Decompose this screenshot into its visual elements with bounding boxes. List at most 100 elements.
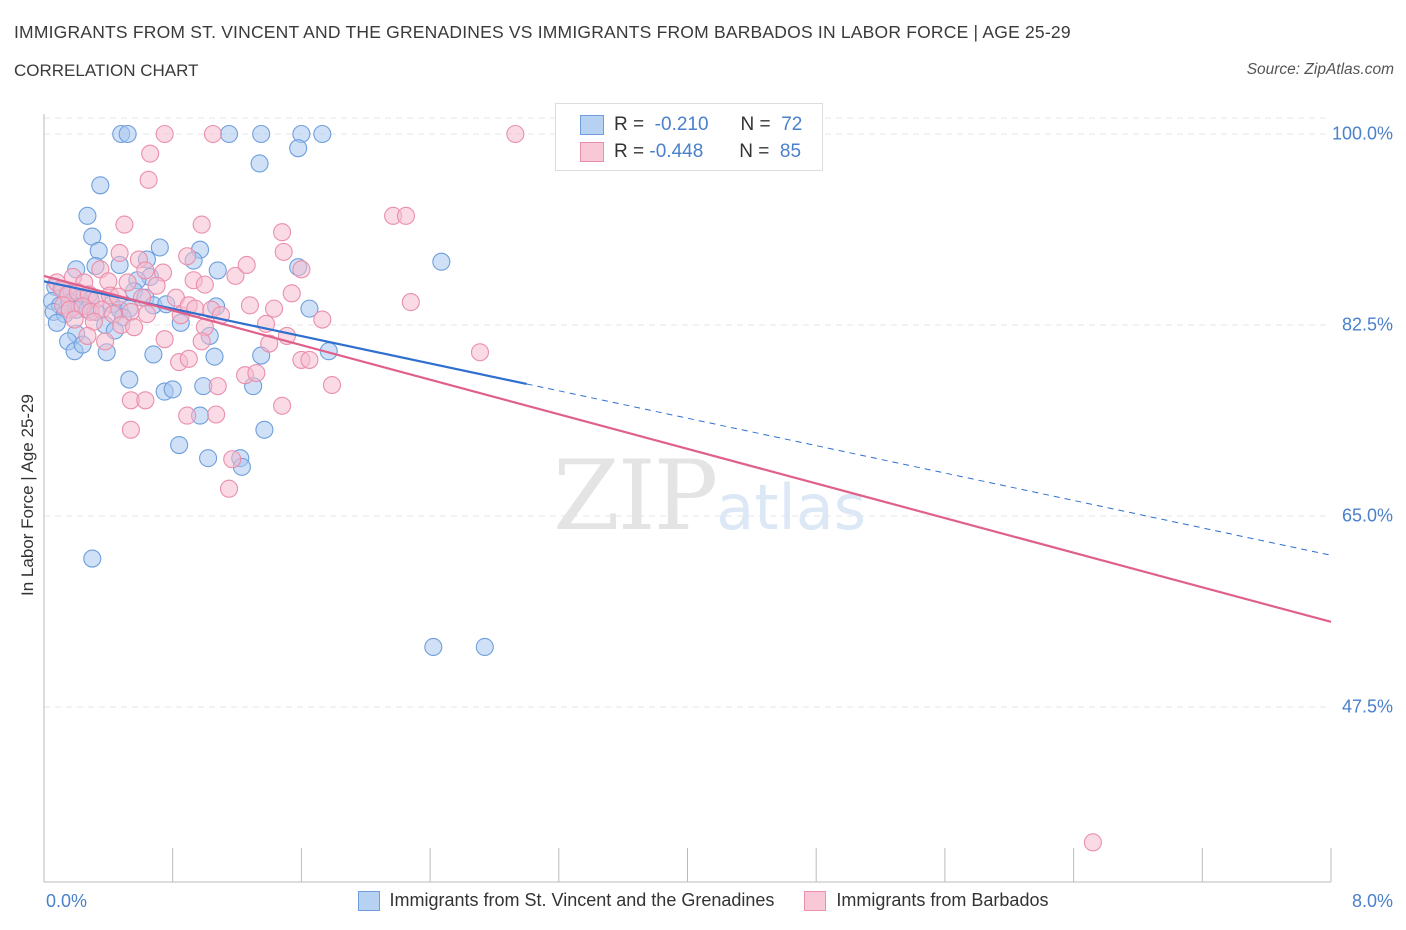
y-tick-label: 100.0% [1331, 123, 1393, 144]
scatter-point-blue [255, 420, 274, 439]
scatter-point-pink [65, 310, 84, 329]
scatter-point-pink [274, 242, 293, 261]
scatter-point-pink [322, 375, 342, 395]
scatter-point-blue [199, 449, 218, 468]
scatter-point-blue [432, 252, 451, 271]
x-tick-label-max: 8.0% [1351, 891, 1393, 911]
scatter-point-pink [401, 293, 420, 312]
scatter-point-pink [506, 124, 525, 144]
scatter-point-pink [78, 326, 97, 345]
y-tick-label: 47.5% [1341, 696, 1393, 717]
scatter-point-blue [250, 154, 269, 173]
stats-box: R = -0.210 N = 72 R = -0.448 N = 85 [555, 103, 823, 171]
scatter-point-pink [141, 144, 160, 163]
scatter-point-pink [155, 330, 174, 349]
stats-r-label: R = [614, 141, 645, 162]
scatter-point-pink [192, 332, 211, 351]
stats-n-label: N = [740, 114, 771, 135]
legend-label-blue: Immigrants from St. Vincent and the Gren… [389, 890, 775, 910]
scatter-point-pink [139, 170, 158, 189]
scatter-point-blue [424, 637, 443, 657]
legend-item-blue[interactable]: Immigrants from St. Vincent and the Gren… [357, 890, 775, 911]
scatter-point-pink [121, 420, 140, 439]
scatter-point-pink [313, 310, 332, 329]
scatter-point-blue [289, 139, 308, 158]
stats-n-value-pink: 85 [779, 141, 802, 162]
stats-n-label: N = [739, 141, 770, 162]
legend-swatch-blue [357, 890, 380, 911]
scatter-point-pink [226, 266, 245, 285]
scatter-point-pink [396, 206, 416, 225]
scatter-point-pink [118, 273, 137, 292]
stats-r-value-pink: -0.448 [649, 141, 704, 162]
scatter-point-pink [208, 377, 227, 396]
scatter-point-pink [207, 405, 226, 424]
scatter-point-blue [83, 549, 102, 568]
trend-line-extension-blue [526, 383, 1332, 556]
scatter-point-pink [178, 406, 197, 425]
y-axis-label: In Labor Force | Age 25-29 [18, 394, 37, 596]
scatter-point-pink [300, 350, 319, 369]
scatter-point-pink [136, 391, 155, 410]
scatter-point-pink [1083, 833, 1102, 852]
scatter-point-pink [178, 247, 197, 266]
scatter-point-pink [470, 343, 490, 362]
scatter-point-pink [155, 124, 174, 144]
scatter-point-pink [179, 349, 198, 368]
scatter-point-pink [137, 305, 157, 324]
scatter-point-pink [282, 284, 301, 303]
scatter-point-blue [170, 436, 189, 455]
scatter-point-pink [292, 260, 311, 279]
scatter-point-pink [265, 299, 284, 318]
chart-title: IMMIGRANTS FROM ST. VINCENT AND THE GREN… [14, 22, 1071, 42]
scatter-point-blue [89, 241, 108, 260]
scatter-point-pink [240, 296, 259, 315]
scatter-point-blue [205, 347, 224, 366]
scatter-point-pink [260, 334, 279, 353]
scatter-point-blue [150, 238, 169, 257]
watermark: ZIPatlas [553, 440, 866, 552]
scatter-point-blue [219, 124, 239, 144]
scatter-point-pink [125, 318, 144, 337]
scatter-point-pink [247, 363, 266, 383]
legend-item-pink[interactable]: Immigrants from Barbados [804, 890, 1048, 911]
source-label: Source: ZipAtlas.com [1246, 61, 1394, 78]
chart-subtitle: CORRELATION CHART [14, 61, 199, 80]
scatter-point-pink [273, 223, 292, 242]
scatter-point-pink [237, 255, 256, 275]
scatter-point-blue [47, 313, 66, 332]
stats-row-pink: R = -0.448 N = 85 [580, 139, 801, 165]
scatter-point-pink [115, 215, 134, 234]
scatter-point-pink [273, 396, 292, 415]
scatter-point-pink [147, 276, 166, 295]
scatter-point-pink [192, 215, 211, 234]
y-tick-label: 82.5% [1341, 314, 1393, 335]
scatter-point-pink [223, 450, 242, 469]
y-tick-label: 65.0% [1341, 505, 1393, 526]
stats-r-value-blue: -0.210 [654, 114, 709, 135]
scatter-point-pink [136, 261, 155, 280]
legend-label-pink: Immigrants from Barbados [836, 890, 1049, 910]
scatter-point-blue [118, 124, 137, 144]
x-tick-label-min: 0.0% [46, 891, 88, 911]
stats-r-label: R = [614, 114, 645, 135]
stats-n-value-blue: 72 [781, 114, 803, 135]
scatter-point-blue [475, 637, 494, 657]
trend-line-pink [43, 274, 1332, 623]
stats-swatch-pink [580, 142, 604, 162]
scatter-point-blue [91, 176, 110, 195]
stats-row-blue: R = -0.210 N = 72 [580, 112, 802, 138]
chart-legend: Immigrants from St. Vincent and the Gren… [0, 890, 1406, 911]
scatter-point-blue [144, 345, 163, 364]
scatter-point-pink [219, 479, 239, 498]
watermark-zip: ZIP [553, 440, 718, 552]
scatter-point-pink [203, 124, 222, 144]
scatter-point-blue [208, 261, 227, 280]
scatter-point-pink [96, 332, 115, 351]
stats-swatch-blue [580, 115, 604, 135]
scatter-point-pink [195, 275, 214, 294]
scatter-point-blue [163, 380, 182, 399]
scatter-point-blue [78, 206, 97, 225]
scatter-point-pink [110, 243, 129, 263]
